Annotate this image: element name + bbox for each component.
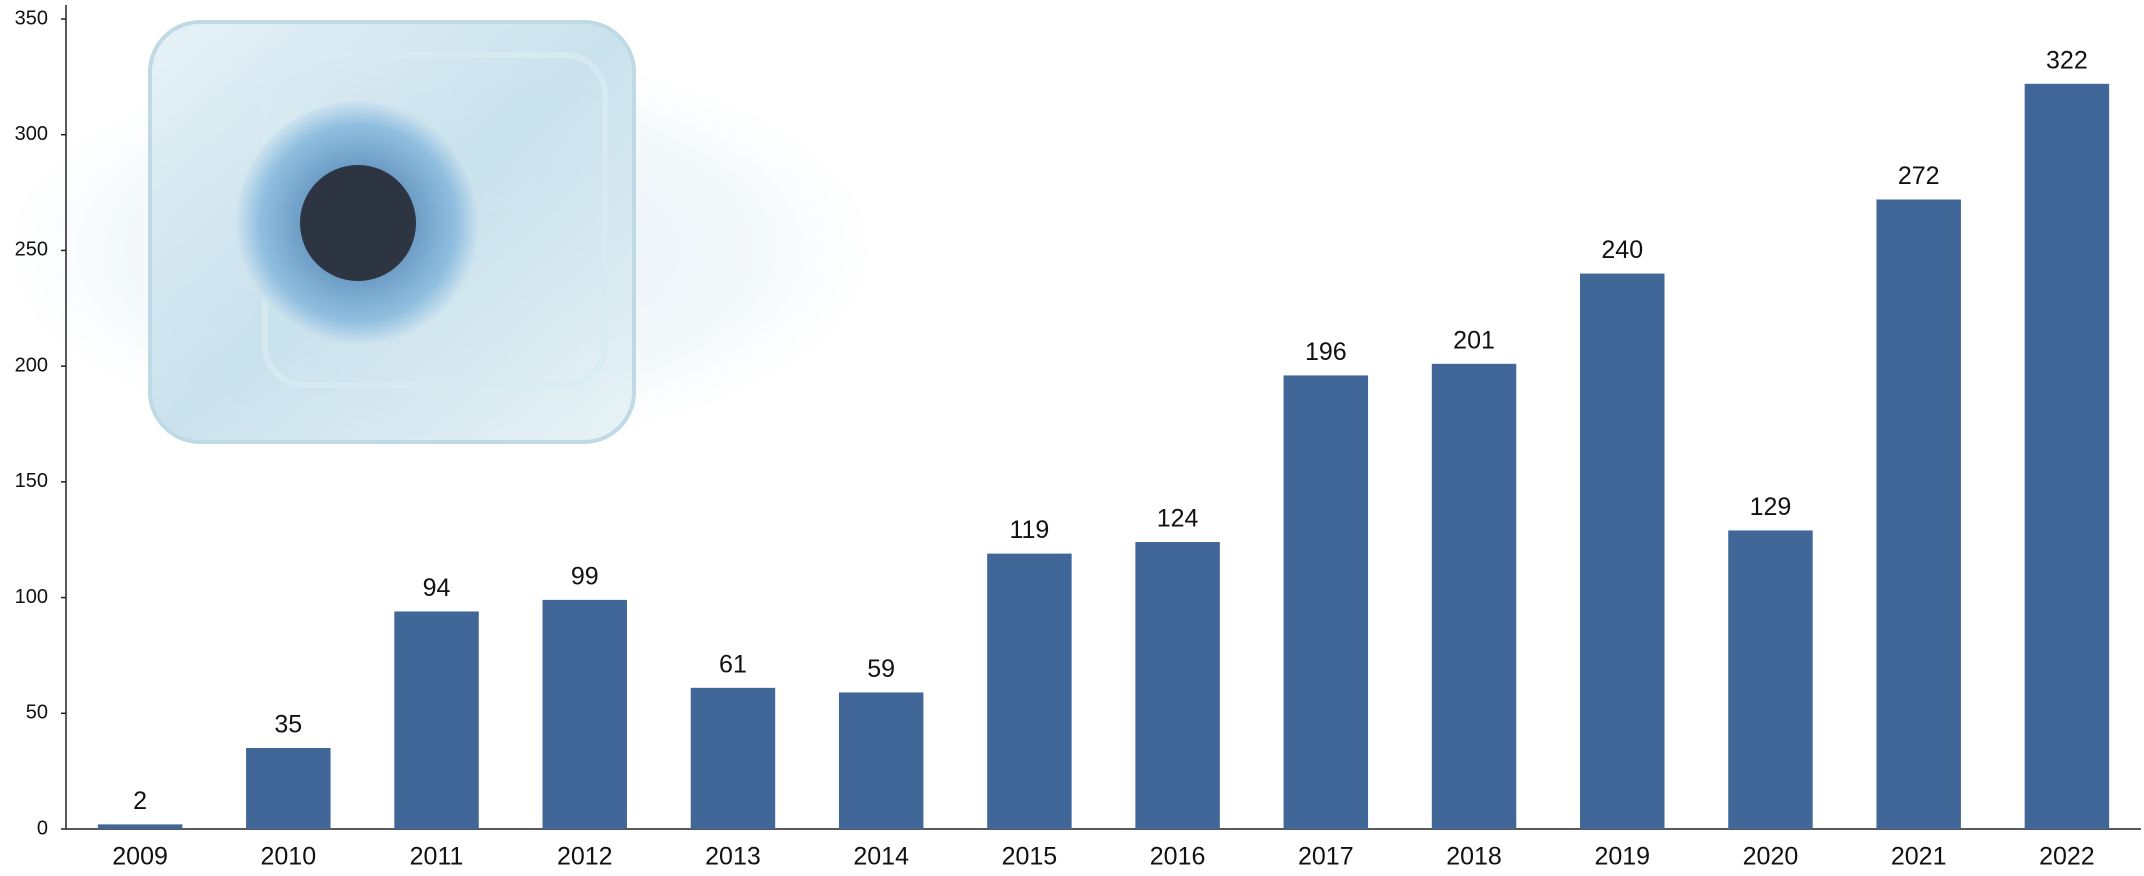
bar	[838, 692, 924, 829]
value-label: 59	[867, 655, 895, 683]
bar	[2024, 83, 2110, 830]
x-tick-label: 2022	[2039, 843, 2095, 871]
y-tick-label: 250	[15, 239, 48, 261]
bar	[542, 599, 627, 829]
x-tick-label: 2015	[1002, 843, 1058, 871]
bar	[394, 611, 479, 829]
x-tick-label: 2017	[1298, 843, 1354, 871]
x-tick-label: 2011	[410, 843, 464, 871]
bar	[987, 553, 1072, 829]
value-label: 201	[1453, 326, 1495, 354]
value-label: 240	[1601, 236, 1643, 264]
x-tick-label: 2010	[261, 843, 317, 871]
value-label: 129	[1750, 493, 1792, 521]
x-tick-label: 2021	[1891, 843, 1947, 871]
value-label: 124	[1157, 505, 1199, 533]
x-tick-label: 2009	[112, 843, 168, 871]
bar	[690, 687, 776, 829]
value-label: 272	[1898, 162, 1940, 190]
y-tick-label: 300	[15, 123, 48, 145]
ice-cube-illustration	[10, 20, 870, 450]
value-label: 119	[1009, 516, 1049, 544]
value-label: 61	[719, 650, 747, 678]
bar	[1431, 363, 1517, 829]
y-tick-label: 200	[15, 354, 48, 376]
bar	[1283, 375, 1369, 829]
x-tick-label: 2014	[853, 843, 909, 871]
y-tick-label: 150	[15, 470, 48, 492]
bar	[1876, 199, 1961, 829]
y-tick-label: 50	[26, 702, 48, 724]
x-tick-label: 2018	[1446, 843, 1502, 871]
x-tick-label: 2020	[1743, 843, 1799, 871]
bar	[1135, 542, 1220, 829]
value-label: 2	[133, 787, 147, 815]
y-tick-label: 350	[15, 7, 48, 29]
x-tick-label: 2016	[1150, 843, 1206, 871]
x-tick-label: 2013	[705, 843, 761, 871]
bar	[97, 824, 183, 829]
bar	[1728, 530, 1813, 829]
value-label: 322	[2046, 46, 2088, 74]
bar	[1580, 273, 1665, 830]
x-tick-label: 2019	[1594, 843, 1650, 871]
value-label: 196	[1305, 338, 1347, 366]
x-tick-label: 2012	[557, 843, 613, 871]
value-label: 94	[423, 574, 451, 602]
y-tick-label: 0	[37, 817, 48, 839]
y-tick-label: 100	[15, 586, 48, 608]
value-label: 35	[274, 711, 302, 739]
value-label: 99	[571, 562, 599, 590]
bar	[246, 748, 331, 829]
